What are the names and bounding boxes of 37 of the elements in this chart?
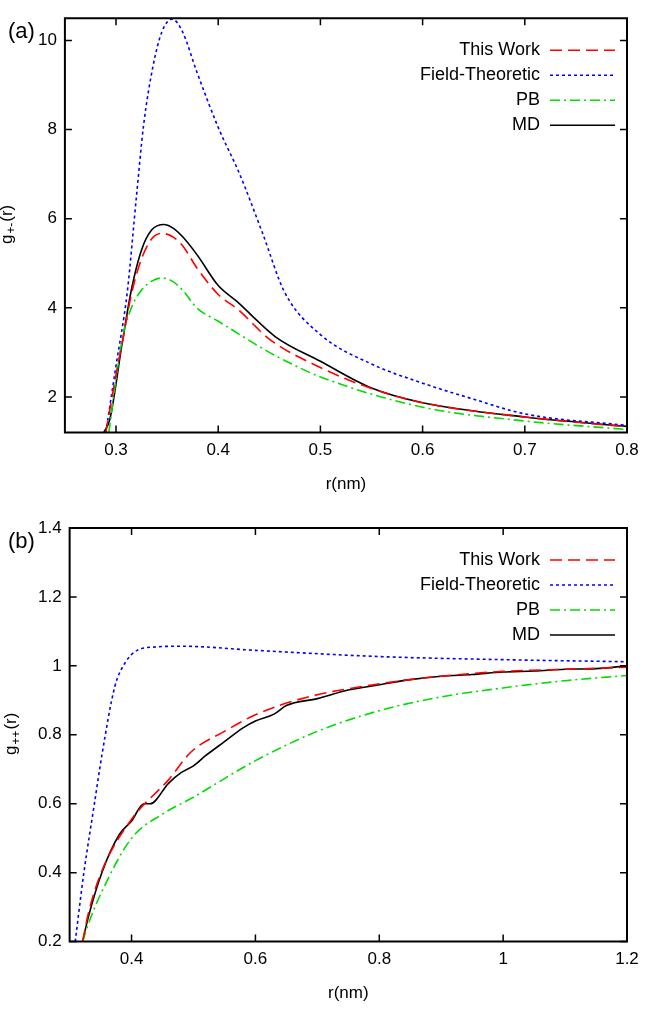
text: (a) (8, 18, 35, 44)
y-tick-label: 0.4 (37, 862, 62, 882)
y-tick-label: 6 (47, 208, 57, 228)
x-tick-label: 0.4 (119, 949, 144, 969)
x-tick-label: 1.2 (615, 949, 639, 969)
x-tick-label: 0.5 (308, 440, 333, 460)
y-axis-title: g+-(r) (0, 204, 19, 245)
x-tick-label: 1 (498, 949, 508, 969)
legend-label: PB (515, 598, 540, 619)
legend-label: This Work (459, 548, 541, 569)
y-tick-label: 8 (47, 119, 57, 139)
x-tick-label: 0.4 (206, 440, 231, 460)
x-tick-label: 0.6 (243, 949, 268, 969)
y-tick-label: 10 (37, 30, 57, 50)
x-axis-title: r(nm) (325, 474, 367, 494)
y-tick-label: 0.8 (37, 724, 62, 744)
legend-label: MD (512, 623, 541, 644)
x-tick-label: 0.8 (367, 949, 392, 969)
x-tick-label: 0.7 (512, 440, 537, 460)
legend-label: MD (512, 114, 541, 135)
x-tick-label: 0.3 (104, 440, 128, 460)
legend-label: This Work (459, 39, 541, 60)
x-tick-label: 0.8 (615, 440, 639, 460)
legend-label: Field-Theoretic (419, 64, 541, 85)
x-tick-label: 0.6 (410, 440, 435, 460)
y-tick-label: 1.2 (37, 586, 62, 606)
y-tick-label: 0.2 (37, 931, 62, 951)
y-tick-label: 4 (47, 297, 57, 317)
text: (b) (8, 528, 35, 554)
y-tick-label: 2 (47, 386, 57, 406)
y-tick-label: 0.6 (37, 793, 62, 813)
y-tick-label: 1.4 (37, 517, 62, 537)
y-tick-label: 1 (52, 655, 62, 675)
legend-label: Field-Theoretic (419, 573, 541, 594)
legend-label: PB (515, 89, 540, 110)
x-axis-title: r(nm) (328, 983, 369, 1003)
y-axis-title: g++(r) (1, 712, 24, 755)
